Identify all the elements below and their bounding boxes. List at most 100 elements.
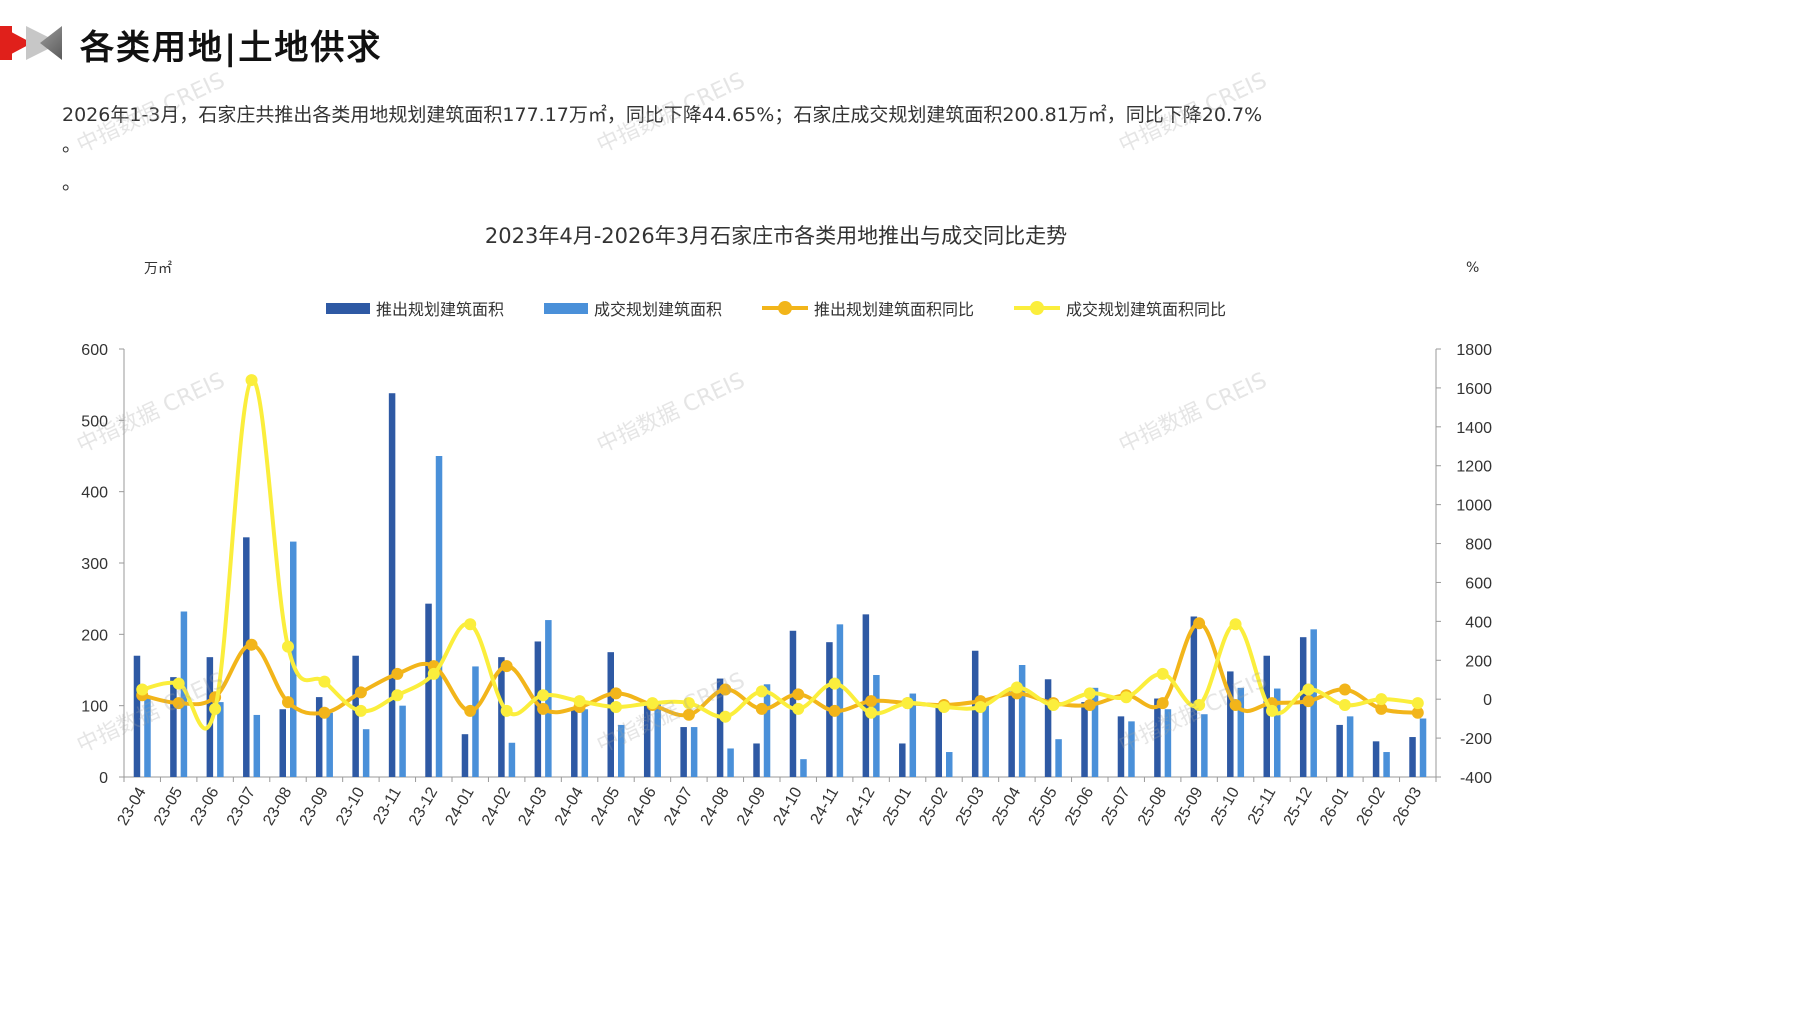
deal-bar	[618, 724, 625, 777]
supply-bar	[1372, 741, 1380, 777]
deal-yoy-point	[1193, 699, 1206, 712]
chart-title: 2023年4月-2026年3月石家庄市各类用地推出与成交同比走势	[484, 224, 1068, 248]
deal-yoy-point	[1375, 693, 1388, 706]
deal-yoy-point	[682, 697, 695, 710]
x-axis-category-label: 23-04	[115, 784, 150, 828]
legend-item-deal-bar: 成交规划建筑面积	[543, 296, 722, 320]
supply-yoy-point	[828, 704, 841, 717]
supply-yoy-point	[464, 704, 477, 717]
right-axis-tick-label: 1400	[1456, 420, 1492, 437]
x-axis-category-label: 24-10	[771, 784, 806, 828]
left-axis-tick-label: 300	[81, 556, 108, 573]
supply-yoy-point	[755, 702, 768, 715]
supply-bar	[243, 537, 250, 777]
deal-yoy-point	[792, 702, 805, 715]
chart-canvas: 0 100 200 300 400 500 600 -400 -200 0 200 400 600 800…	[81, 342, 1492, 828]
legend-swatch-deal-bar	[543, 302, 588, 314]
deal-yoy-point	[974, 700, 987, 713]
right-axis-tick-label: 1600	[1456, 381, 1492, 398]
x-axis-category-label: 25-07	[1099, 784, 1134, 828]
supply-yoy-point	[537, 702, 550, 715]
right-axis-tick-label: -200	[1460, 731, 1492, 748]
supply-yoy-point	[610, 687, 622, 700]
supply-bar	[1154, 698, 1161, 777]
deal-yoy-point	[938, 700, 950, 713]
deal-bar	[909, 693, 917, 777]
deal-yoy-point	[427, 667, 440, 680]
supply-yoy-point	[1156, 697, 1169, 710]
deal-yoy-point	[354, 704, 367, 717]
deal-yoy-point	[1338, 699, 1351, 712]
deal-yoy-point	[464, 618, 477, 631]
deal-yoy-point	[1229, 618, 1242, 631]
deal-yoy-point	[1266, 704, 1278, 717]
supply-yoy-point	[172, 697, 185, 710]
left-axis-tick-label: 500	[81, 413, 108, 430]
left-axis-tick-label: 100	[81, 699, 108, 716]
supply-bar	[571, 709, 578, 777]
supply-bar	[1299, 637, 1307, 777]
deal-bar	[362, 729, 370, 777]
supply-bar	[680, 727, 687, 777]
supply-bar	[1409, 737, 1416, 777]
legend-swatch-supply-yoy	[762, 301, 808, 315]
deal-bar	[763, 684, 771, 777]
deal-yoy-point	[500, 704, 513, 717]
header-bar: 各类用地|土地供求	[0, 0, 1552, 80]
deal-yoy-point	[573, 695, 586, 708]
deal-yoy-point	[1411, 697, 1424, 710]
legend-label-deal-yoy: 成交规划建筑面积同比	[1066, 300, 1227, 319]
supply-bar	[170, 677, 177, 777]
supply-yoy-point	[792, 688, 805, 701]
supply-yoy-point	[500, 660, 513, 673]
supply-bar	[206, 657, 214, 777]
x-axis-category-label: 25-10	[1208, 784, 1243, 828]
supply-bar	[1336, 724, 1343, 777]
deal-yoy-point	[719, 710, 732, 723]
deal-bar	[1383, 752, 1390, 777]
x-axis-category-label: 25-03	[953, 784, 988, 828]
supply-yoy-point	[391, 667, 404, 680]
chart-legend: 推出规划建筑面积 成交规划建筑面积 推出规划建筑面积同比 成交规划建筑面积同比	[0, 296, 1552, 320]
x-axis-category-label: 23-06	[187, 784, 222, 828]
deal-yoy-point	[1120, 691, 1133, 704]
deal-bar	[435, 456, 443, 777]
x-axis-category-label: 25-02	[916, 784, 951, 828]
deal-yoy-point	[282, 640, 294, 653]
left-axis-tick-label: 400	[81, 485, 108, 502]
right-axis-tick-label: 0	[1483, 692, 1492, 709]
supply-yoy-point	[1229, 699, 1242, 712]
x-axis-category-label: 25-11	[1245, 784, 1280, 827]
supply-bar	[789, 630, 797, 777]
deal-bar	[1091, 687, 1099, 777]
x-axis-category-label: 25-04	[989, 784, 1024, 828]
page-title: 各类用地|土地供求	[80, 28, 383, 68]
right-axis-tick-label: 800	[1465, 537, 1492, 554]
supply-bar	[643, 705, 651, 777]
deal-yoy-point	[1302, 683, 1315, 696]
supply-yoy-point	[1338, 683, 1351, 696]
deal-yoy-point	[136, 683, 149, 696]
deal-bar	[545, 620, 552, 777]
supply-yoy-point	[354, 686, 367, 699]
left-axis-tick-label: 600	[81, 342, 108, 359]
deal-bar	[1419, 718, 1427, 777]
supply-yoy-point	[865, 695, 878, 708]
supply-yoy-point	[1193, 617, 1206, 630]
x-axis-category-label: 25-08	[1135, 784, 1170, 828]
deal-bar	[253, 714, 261, 777]
supply-bar	[498, 657, 505, 777]
supply-bar	[1044, 679, 1052, 777]
right-axis-unit: %	[1466, 260, 1480, 276]
summary-line-3: 。	[62, 172, 82, 194]
x-axis-category-label: 25-05	[1026, 784, 1061, 828]
deal-bar	[1201, 714, 1208, 777]
deal-bar	[144, 698, 151, 777]
deal-bar	[982, 705, 989, 777]
deal-bar	[1237, 687, 1245, 777]
right-axis-tick-label: 1800	[1456, 342, 1492, 359]
x-axis-category-label: 23-12	[406, 784, 441, 828]
summary-line-2: 。	[62, 134, 82, 156]
supply-bar	[1117, 716, 1125, 777]
deal-bar	[1055, 739, 1062, 777]
